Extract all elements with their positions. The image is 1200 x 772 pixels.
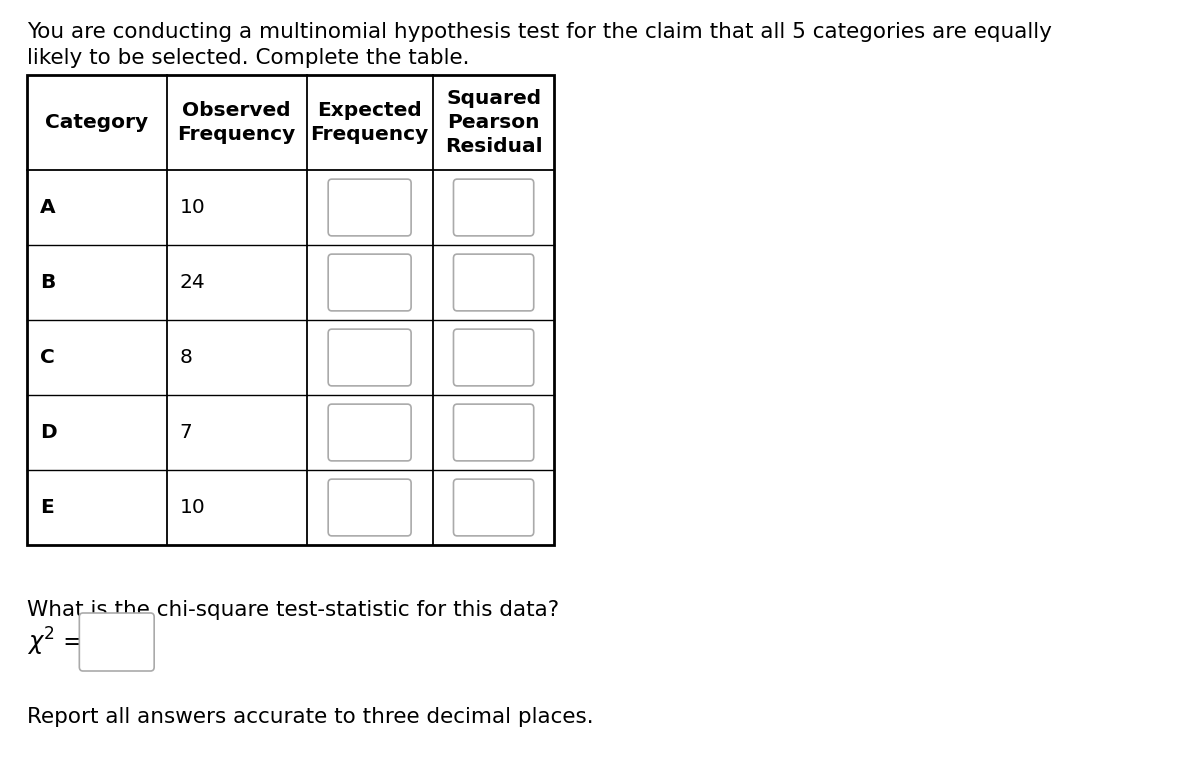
Text: C: C [40,348,54,367]
Bar [28,75,554,545]
FancyBboxPatch shape [328,479,412,536]
Text: $\chi^2$ =: $\chi^2$ = [28,626,83,658]
FancyBboxPatch shape [454,329,534,386]
Text: Expected
Frequency: Expected Frequency [311,101,428,144]
Text: Category: Category [46,113,149,132]
Text: What is the chi-square test-statistic for this data?: What is the chi-square test-statistic fo… [28,600,559,620]
FancyBboxPatch shape [79,613,154,671]
FancyBboxPatch shape [328,179,412,236]
Text: 10: 10 [180,498,205,517]
Text: 10: 10 [180,198,205,217]
FancyBboxPatch shape [454,404,534,461]
Text: 7: 7 [180,423,192,442]
Text: D: D [40,423,56,442]
FancyBboxPatch shape [454,254,534,311]
FancyBboxPatch shape [454,479,534,536]
Text: You are conducting a multinomial hypothesis test for the claim that all 5 catego: You are conducting a multinomial hypothe… [28,22,1052,42]
Text: 24: 24 [180,273,205,292]
Text: Report all answers accurate to three decimal places.: Report all answers accurate to three dec… [28,707,594,727]
Text: likely to be selected. Complete the table.: likely to be selected. Complete the tabl… [28,48,469,68]
FancyBboxPatch shape [328,329,412,386]
Text: E: E [40,498,54,517]
FancyBboxPatch shape [454,179,534,236]
Text: B: B [40,273,55,292]
Text: Squared
Pearson
Residual: Squared Pearson Residual [445,90,542,155]
Text: Observed
Frequency: Observed Frequency [178,101,295,144]
Text: A: A [40,198,55,217]
FancyBboxPatch shape [328,404,412,461]
FancyBboxPatch shape [328,254,412,311]
Text: 8: 8 [180,348,192,367]
